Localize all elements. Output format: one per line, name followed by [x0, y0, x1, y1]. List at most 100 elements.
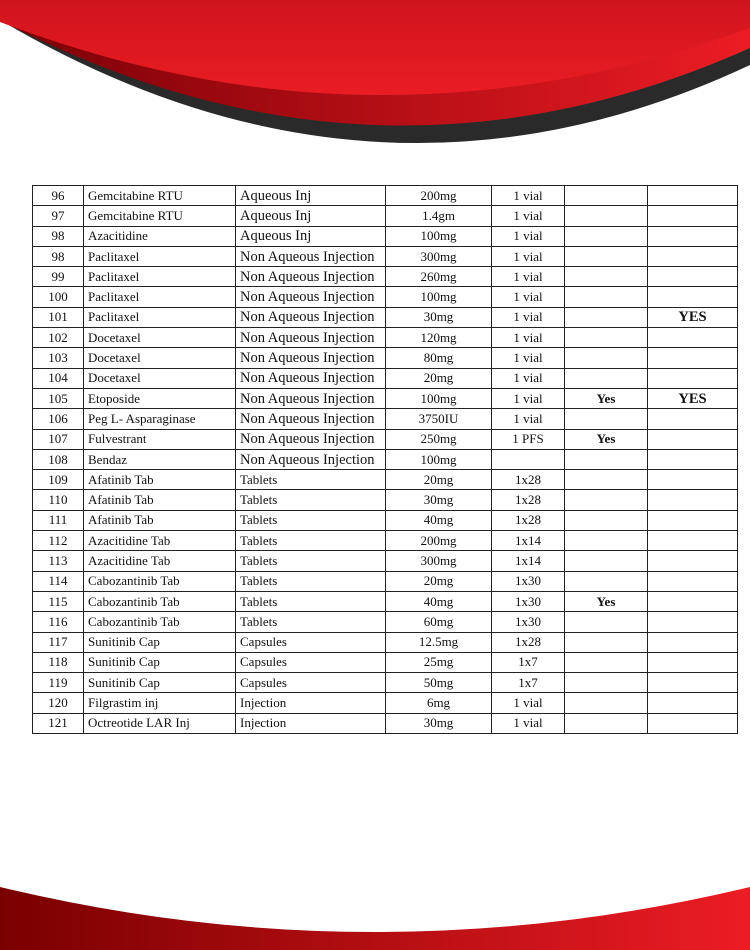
cell-pack: 1x30 [491, 570, 565, 592]
cell-c6 [564, 712, 648, 735]
cell-c6 [564, 570, 648, 592]
cell-strength: 260mg [385, 266, 492, 288]
cell-no: 100 [32, 286, 84, 308]
cell-name: Gemcitabine RTU [83, 205, 236, 227]
cell-c6 [564, 672, 648, 694]
cell-name: Docetaxel [83, 327, 236, 349]
cell-no: 98 [32, 225, 84, 247]
cell-name: Filgrastim inj [83, 692, 236, 714]
cell-name: Azacitidine Tab [83, 550, 236, 572]
cell-pack: 1 vial [491, 286, 565, 308]
table-row: 114 Cabozantinib Tab Tablets 20mg 1x30 [32, 570, 738, 592]
cell-type: Non Aqueous Injection [235, 306, 386, 329]
cell-no: 99 [32, 266, 84, 288]
cell-pack: 1 vial [491, 327, 565, 349]
cell-strength: 40mg [385, 590, 492, 613]
cell-name: Afatinib Tab [83, 469, 236, 491]
cell-pack: 1 vial [491, 367, 565, 389]
cell-c6 [564, 205, 648, 227]
table-row: 113 Azacitidine Tab Tablets 300mg 1x14 [32, 550, 738, 572]
cell-c7 [647, 245, 738, 268]
cell-no: 107 [32, 428, 84, 450]
cell-pack: 1 vial [491, 205, 565, 227]
cell-pack: 1 vial [491, 266, 565, 288]
table-row: 115 Cabozantinib Tab Tablets 40mg 1x30 Yes [32, 590, 738, 613]
cell-strength: 20mg [385, 367, 492, 389]
cell-c7 [647, 530, 738, 552]
cell-type: Non Aqueous Injection [235, 428, 386, 450]
table-row: 116 Cabozantinib Tab Tablets 60mg 1x30 [32, 611, 738, 633]
table-row: 117 Sunitinib Cap Capsules 12.5mg 1x28 [32, 631, 738, 653]
cell-name: Sunitinib Cap [83, 631, 236, 653]
cell-c6: Yes [564, 590, 648, 613]
cell-no: 101 [32, 306, 84, 329]
cell-name: Gemcitabine RTU [83, 184, 236, 207]
cell-pack [491, 448, 565, 471]
table-row: 106 Peg L- Asparaginase Non Aqueous Inject… [32, 408, 738, 430]
cell-c6: Yes [564, 387, 648, 410]
cell-c6 [564, 530, 648, 552]
cell-c6 [564, 266, 648, 288]
cell-c7 [647, 651, 738, 674]
cell-strength: 300mg [385, 550, 492, 572]
cell-name: Docetaxel [83, 367, 236, 389]
cell-type: Non Aqueous Injection [235, 245, 386, 268]
cell-pack: 1x30 [491, 590, 565, 613]
cell-type: Tablets [235, 590, 386, 613]
cell-type: Tablets [235, 570, 386, 592]
cell-type: Tablets [235, 489, 386, 511]
cell-c7 [647, 611, 738, 633]
cell-strength: 40mg [385, 509, 492, 532]
cell-strength: 200mg [385, 530, 492, 552]
cell-strength: 100mg [385, 387, 492, 410]
cell-no: 121 [32, 712, 84, 735]
cell-strength: 20mg [385, 570, 492, 592]
cell-no: 112 [32, 530, 84, 552]
cell-strength: 300mg [385, 245, 492, 268]
cell-name: Azacitidine [83, 225, 236, 247]
cell-pack: 1 vial [491, 306, 565, 329]
cell-c6 [564, 489, 648, 511]
cell-c7 [647, 692, 738, 714]
cell-strength: 30mg [385, 489, 492, 511]
cell-type: Tablets [235, 469, 386, 491]
table-row: 101 Paclitaxel Non Aqueous Injection 30mg 1 … [32, 306, 738, 329]
cell-strength: 1.4gm [385, 205, 492, 227]
cell-type: Non Aqueous Injection [235, 347, 386, 369]
cell-strength: 200mg [385, 184, 492, 207]
table-row: 121 Octreotide LAR Inj Injection 30mg 1 vial [32, 712, 738, 735]
cell-strength: 80mg [385, 347, 492, 369]
cell-c7 [647, 367, 738, 389]
cell-c6 [564, 408, 648, 430]
cell-c7 [647, 469, 738, 491]
cell-no: 116 [32, 611, 84, 633]
footer-curve [0, 887, 750, 950]
cell-c7 [647, 590, 738, 613]
cell-type: Capsules [235, 672, 386, 694]
cell-c7 [647, 672, 738, 694]
cell-name: Fulvestrant [83, 428, 236, 450]
cell-strength: 100mg [385, 286, 492, 308]
cell-name: Peg L- Asparaginase [83, 408, 236, 430]
cell-c7: YES [647, 387, 738, 410]
cell-name: Cabozantinib Tab [83, 590, 236, 613]
table-row: 119 Sunitinib Cap Capsules 50mg 1x7 [32, 672, 738, 694]
cell-no: 114 [32, 570, 84, 592]
cell-c7 [647, 550, 738, 572]
cell-type: Non Aqueous Injection [235, 408, 386, 430]
product-table: 96 Gemcitabine RTU Aqueous Inj 200mg 1 vial 9… [32, 184, 738, 735]
cell-pack: 1x14 [491, 550, 565, 572]
cell-name: Paclitaxel [83, 306, 236, 329]
cell-pack: 1 vial [491, 245, 565, 268]
table-row: 99 Paclitaxel Non Aqueous Injection 260mg 1 … [32, 266, 738, 288]
cell-c7 [647, 712, 738, 735]
table-row: 120 Filgrastim inj Injection 6mg 1 vial [32, 692, 738, 714]
cell-strength: 25mg [385, 651, 492, 674]
table-row: 108 Bendaz Non Aqueous Injection 100mg [32, 448, 738, 471]
cell-name: Azacitidine Tab [83, 530, 236, 552]
table-row: 98 Paclitaxel Non Aqueous Injection 300mg 1 … [32, 245, 738, 268]
cell-strength: 12.5mg [385, 631, 492, 653]
cell-strength: 30mg [385, 712, 492, 735]
table-row: 103 Docetaxel Non Aqueous Injection 80mg 1 v… [32, 347, 738, 369]
cell-type: Injection [235, 712, 386, 735]
